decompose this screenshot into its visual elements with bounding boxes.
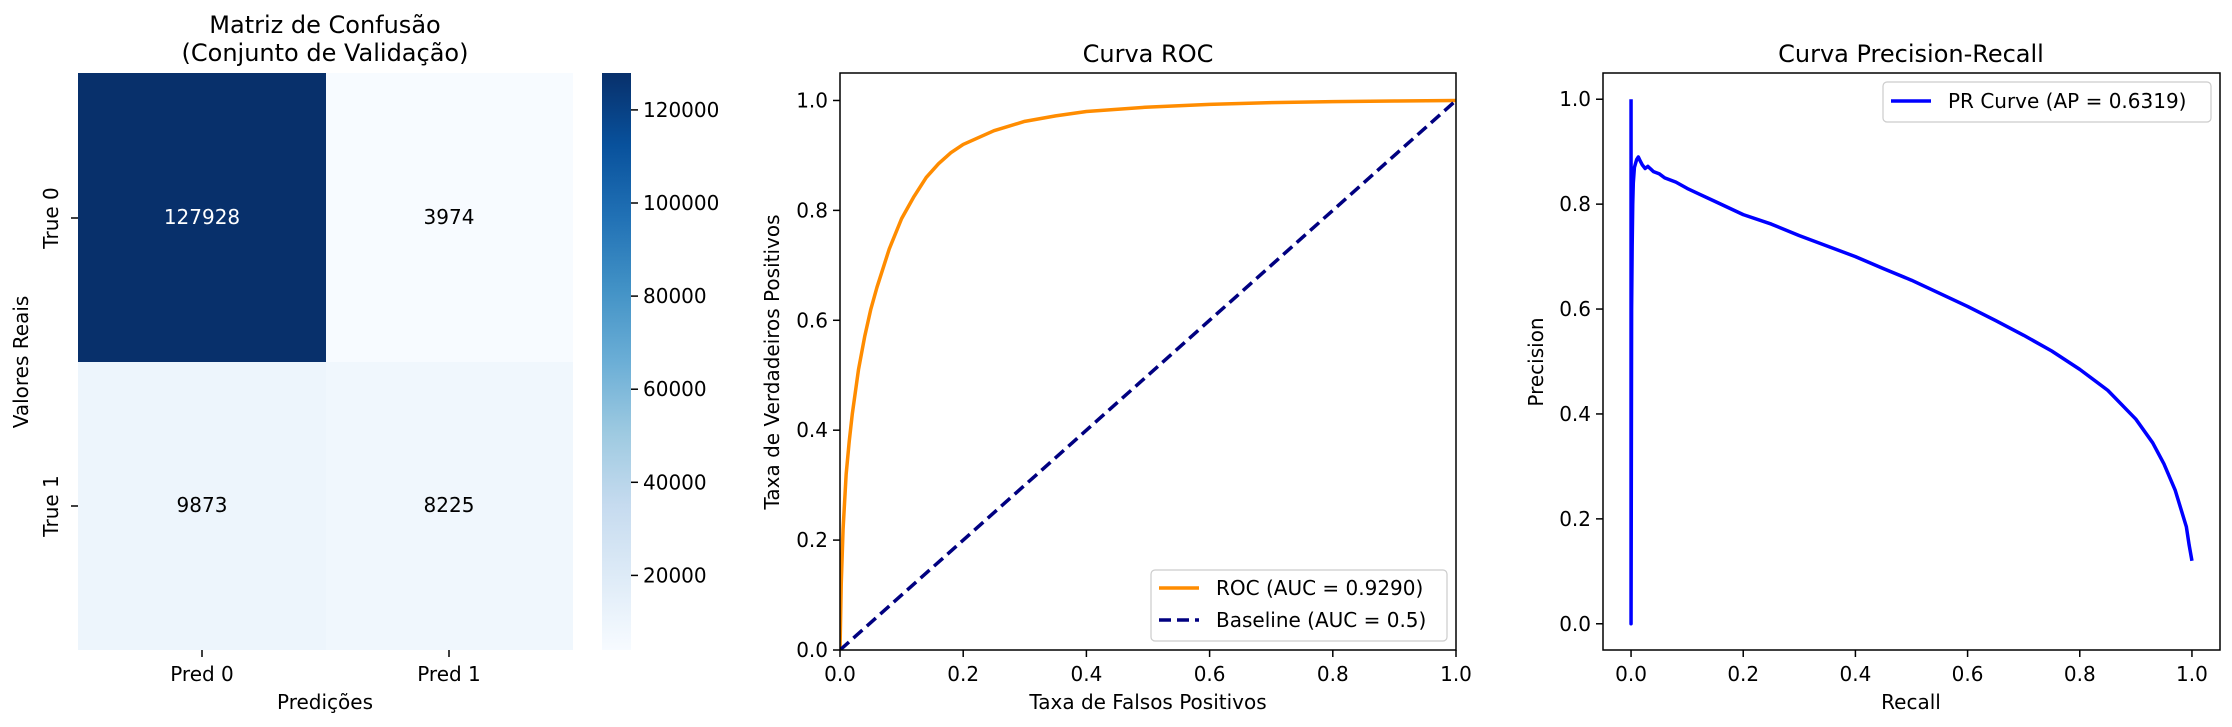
roc-ytick-label: 0.4: [796, 418, 828, 442]
cm-title-line1: Matriz de Confusão: [209, 11, 440, 39]
pr-xtick-label: 1.0: [2176, 662, 2208, 686]
cm-colorbar-ticks: 20000 40000 60000 80000 100000 120000: [631, 98, 719, 587]
pr-xlabel: Recall: [1881, 690, 1941, 714]
roc-ytick-label: 0.0: [796, 638, 828, 662]
pr-xtick-label: 0.6: [1952, 662, 1984, 686]
colorbar-tick-label: 40000: [643, 470, 707, 494]
colorbar-tick-label: 120000: [643, 98, 719, 122]
pr-xtick-label: 0.4: [1840, 662, 1872, 686]
cm-cell-true0-pred0: [78, 73, 326, 362]
pr-series-line-0: [1629, 99, 2194, 626]
cm-xtick-pred1: Pred 1: [417, 662, 481, 686]
cm-cell-true1-pred1: [326, 362, 573, 650]
cm-colorbar: [602, 73, 631, 650]
roc-xtick-label: 0.2: [947, 662, 979, 686]
roc-xtick-label: 0.0: [824, 662, 856, 686]
roc-axes-frame: [839, 72, 1457, 651]
pr-ytick-label: 0.4: [1559, 402, 1591, 426]
roc-ytick-label: 1.0: [796, 88, 828, 112]
pr-lines: [1629, 99, 2194, 626]
roc-xtick-label: 0.4: [1070, 662, 1102, 686]
pr-ytick-label: 0.0: [1559, 612, 1591, 636]
roc-series-line-1: [840, 99, 1456, 650]
cm-ylabel: Valores Reais: [9, 296, 33, 429]
pr-ytick-label: 0.2: [1559, 507, 1591, 531]
colorbar-tick-label: 100000: [643, 191, 719, 215]
roc-series-line-0: [840, 98, 1456, 650]
roc-xtick-label: 1.0: [1440, 662, 1472, 686]
roc-legend-label-baseline: Baseline (AUC = 0.5): [1216, 608, 1426, 632]
roc-xtick-label: 0.8: [1317, 662, 1349, 686]
cm-ytick-true1: True 1: [39, 475, 63, 538]
confusion-matrix-panel: Matriz de Confusão (Conjunto de Validaçã…: [9, 11, 719, 714]
roc-panel: Curva ROC 0.0 0.2 0.4 0.6 0.8 1.0 0.0 0.2 0.4 0.6…: [760, 40, 1472, 714]
roc-xlabel: Taxa de Falsos Positivos: [1028, 690, 1266, 714]
roc-ytick-label: 0.2: [796, 528, 828, 552]
cm-value-true0-pred0: 127928: [164, 205, 240, 229]
cm-ytick-true0: True 0: [39, 187, 63, 250]
pr-xtick-label: 0.0: [1615, 662, 1647, 686]
pr-title: Curva Precision-Recall: [1778, 40, 2044, 68]
pr-ytick-label: 1.0: [1559, 87, 1591, 111]
colorbar-tick-label: 80000: [643, 284, 707, 308]
pr-ytick-label: 0.8: [1559, 192, 1591, 216]
cm-title-line2: (Conjunto de Validação): [182, 39, 469, 67]
cm-value-true0-pred1: 3974: [424, 205, 475, 229]
pr-xtick-label: 0.2: [1727, 662, 1759, 686]
roc-legend-label-roc: ROC (AUC = 0.9290): [1216, 576, 1423, 600]
cm-xlabel: Predições: [277, 690, 373, 714]
pr-legend-label: PR Curve (AP = 0.6319): [1948, 89, 2186, 113]
roc-legend: ROC (AUC = 0.9290) Baseline (AUC = 0.5): [1150, 569, 1448, 642]
colorbar-tick-label: 20000: [643, 563, 707, 587]
roc-xtick-label: 0.6: [1194, 662, 1226, 686]
cm-cell-true0-pred1: [326, 73, 573, 362]
cm-cell-true1-pred0: [78, 362, 326, 650]
pr-legend: PR Curve (AP = 0.6319): [1882, 81, 2212, 123]
cm-value-true1-pred1: 8225: [424, 493, 475, 517]
pr-xtick-label: 0.8: [2064, 662, 2096, 686]
roc-ticks: 0.0 0.2 0.4 0.6 0.8 1.0 0.0 0.2 0.4 0.6 0.8 1.0: [796, 88, 1472, 686]
pr-ytick-label: 0.6: [1559, 297, 1591, 321]
roc-lines: [840, 98, 1456, 650]
cm-value-true1-pred0: 9873: [177, 493, 228, 517]
roc-ytick-label: 0.6: [796, 308, 828, 332]
colorbar-tick-label: 60000: [643, 377, 707, 401]
pr-ylabel: Precision: [1524, 317, 1548, 406]
roc-ytick-label: 0.8: [796, 198, 828, 222]
cm-xtick-pred0: Pred 0: [170, 662, 234, 686]
roc-ylabel: Taxa de Verdadeiros Positivos: [760, 214, 784, 510]
pr-panel: Curva Precision-Recall 0.0 0.2 0.4 0.6 0.8 1.…: [1524, 40, 2221, 714]
roc-title: Curva ROC: [1083, 40, 1214, 68]
pr-ticks: 0.0 0.2 0.4 0.6 0.8 1.0 0.0 0.2 0.4 0.6 0.8 1.0: [1559, 87, 2208, 686]
pr-axes-frame: [1602, 72, 2221, 651]
